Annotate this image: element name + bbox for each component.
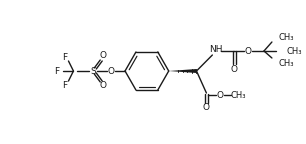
Text: S: S <box>90 67 96 75</box>
Text: O: O <box>244 47 252 55</box>
Text: O: O <box>203 103 210 111</box>
Polygon shape <box>169 69 196 73</box>
Text: O: O <box>108 67 115 75</box>
Text: NH: NH <box>210 46 223 54</box>
Text: O: O <box>217 90 224 100</box>
Text: F: F <box>62 80 67 90</box>
Text: O: O <box>231 65 238 73</box>
Text: F: F <box>62 53 67 61</box>
Text: O: O <box>100 52 107 60</box>
Text: F: F <box>54 67 59 75</box>
Text: CH₃: CH₃ <box>230 90 246 100</box>
Text: CH₃: CH₃ <box>279 33 294 41</box>
Text: CH₃: CH₃ <box>287 47 302 55</box>
Text: O: O <box>100 82 107 90</box>
Text: CH₃: CH₃ <box>279 58 294 68</box>
